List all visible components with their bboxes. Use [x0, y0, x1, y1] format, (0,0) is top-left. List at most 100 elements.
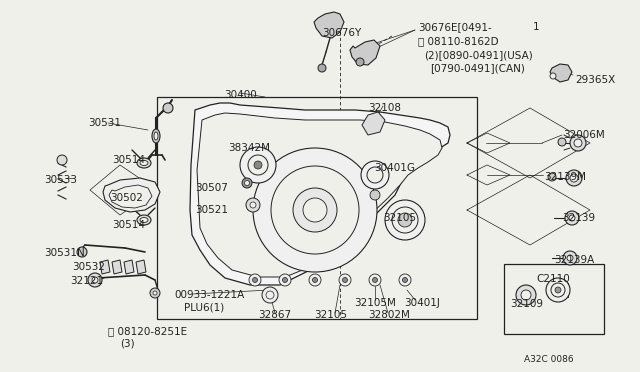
Text: 30531N: 30531N	[44, 248, 84, 258]
Circle shape	[516, 285, 536, 305]
Ellipse shape	[152, 129, 160, 143]
Text: 00933-1221A: 00933-1221A	[174, 290, 244, 300]
Ellipse shape	[140, 218, 148, 222]
Circle shape	[303, 198, 327, 222]
Circle shape	[150, 288, 160, 298]
Text: 32802M: 32802M	[368, 310, 410, 320]
Circle shape	[356, 58, 364, 66]
Polygon shape	[124, 260, 134, 274]
Circle shape	[266, 291, 274, 299]
Circle shape	[555, 287, 561, 293]
Circle shape	[361, 161, 389, 189]
Circle shape	[309, 274, 321, 286]
Text: (3): (3)	[120, 338, 134, 348]
Text: 32108: 32108	[368, 103, 401, 113]
Text: 30676E[0491-: 30676E[0491-	[418, 22, 492, 32]
Polygon shape	[136, 260, 146, 274]
Circle shape	[254, 161, 262, 169]
Circle shape	[369, 274, 381, 286]
Bar	[157, 97, 477, 319]
Circle shape	[246, 198, 260, 212]
Text: 30401J: 30401J	[404, 298, 440, 308]
Ellipse shape	[137, 215, 151, 225]
Circle shape	[253, 278, 257, 282]
Text: 30514: 30514	[112, 155, 145, 165]
Text: 30502: 30502	[110, 193, 143, 203]
Circle shape	[153, 291, 157, 295]
Polygon shape	[314, 12, 344, 38]
Text: 32139A: 32139A	[554, 255, 595, 265]
Bar	[548, 283, 568, 297]
Text: 1: 1	[533, 22, 540, 32]
Text: 30400: 30400	[224, 90, 257, 100]
Ellipse shape	[137, 158, 151, 168]
Text: 32109: 32109	[510, 299, 543, 309]
Circle shape	[77, 247, 87, 257]
Circle shape	[566, 170, 582, 186]
Text: [0790-0491](CAN): [0790-0491](CAN)	[430, 63, 525, 73]
Text: A32C 0086: A32C 0086	[524, 355, 573, 364]
Circle shape	[248, 155, 268, 175]
Circle shape	[392, 207, 418, 233]
Circle shape	[250, 202, 256, 208]
Ellipse shape	[154, 132, 158, 140]
Circle shape	[262, 287, 278, 303]
Text: 30531: 30531	[88, 118, 121, 128]
Circle shape	[372, 278, 378, 282]
Circle shape	[570, 174, 578, 182]
Text: 30532: 30532	[72, 262, 105, 272]
Text: 32139M: 32139M	[544, 172, 586, 182]
Ellipse shape	[558, 138, 566, 146]
Circle shape	[370, 190, 380, 200]
Polygon shape	[112, 260, 122, 274]
Circle shape	[293, 188, 337, 232]
Text: 30533: 30533	[44, 175, 77, 185]
Circle shape	[563, 251, 577, 265]
Text: 32867: 32867	[258, 310, 291, 320]
Circle shape	[403, 278, 408, 282]
Circle shape	[550, 73, 556, 79]
Circle shape	[242, 178, 252, 188]
Ellipse shape	[548, 173, 556, 181]
Text: Ⓑ 08120-8251E: Ⓑ 08120-8251E	[108, 326, 187, 336]
Polygon shape	[362, 112, 385, 135]
Polygon shape	[109, 185, 152, 208]
Circle shape	[92, 277, 98, 283]
Ellipse shape	[140, 160, 148, 166]
Circle shape	[88, 273, 102, 287]
Polygon shape	[103, 178, 160, 212]
Circle shape	[249, 274, 261, 286]
Text: 32105: 32105	[383, 213, 416, 223]
Text: 30401G: 30401G	[374, 163, 415, 173]
Text: 32105M: 32105M	[354, 298, 396, 308]
Text: PLU6(1): PLU6(1)	[184, 302, 224, 312]
Circle shape	[574, 139, 582, 147]
Circle shape	[318, 64, 326, 72]
Circle shape	[567, 255, 573, 261]
Circle shape	[57, 155, 67, 165]
Text: 32006M: 32006M	[563, 130, 605, 140]
Circle shape	[282, 278, 287, 282]
Circle shape	[240, 147, 276, 183]
Text: 29365X: 29365X	[575, 75, 615, 85]
Circle shape	[339, 274, 351, 286]
Polygon shape	[190, 103, 450, 285]
Circle shape	[163, 103, 173, 113]
Circle shape	[565, 211, 579, 225]
Circle shape	[271, 166, 359, 254]
Polygon shape	[197, 113, 442, 277]
Circle shape	[521, 290, 531, 300]
Circle shape	[279, 274, 291, 286]
Circle shape	[546, 278, 570, 302]
Circle shape	[244, 180, 250, 186]
Text: 38342M: 38342M	[228, 143, 270, 153]
Circle shape	[253, 148, 377, 272]
Text: 30514: 30514	[112, 220, 145, 230]
Circle shape	[399, 274, 411, 286]
Circle shape	[551, 283, 565, 297]
Circle shape	[385, 200, 425, 240]
Polygon shape	[350, 40, 380, 65]
Circle shape	[367, 167, 383, 183]
Circle shape	[570, 135, 586, 151]
Text: 32139: 32139	[562, 213, 595, 223]
